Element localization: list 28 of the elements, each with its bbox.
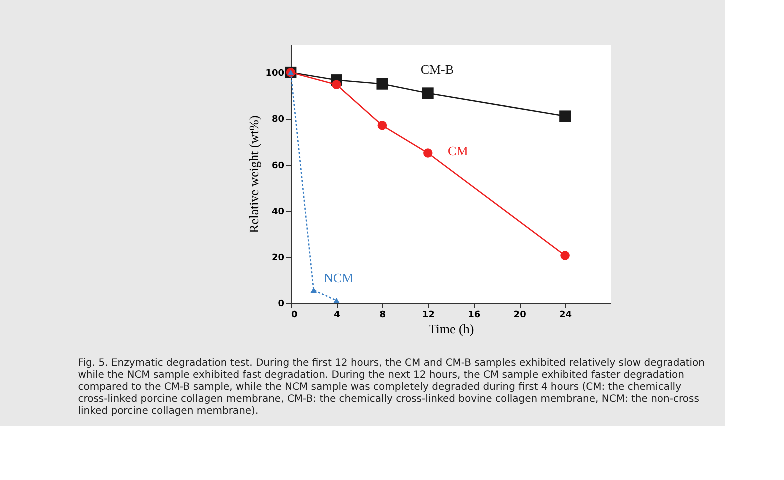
point — [334, 298, 340, 304]
y-tick-label: 100 — [266, 69, 284, 80]
point — [310, 288, 318, 294]
y-tick-label: 80 — [272, 115, 284, 126]
series-label: NCM — [324, 270, 354, 286]
point — [560, 110, 571, 122]
y-tick-label: 40 — [272, 207, 284, 218]
y-tick-label: 0 — [278, 300, 284, 310]
series-label: CM — [448, 143, 469, 158]
caption: Fig. 5. Enzymatic degradation test. During the first 12 hours, the CM and CM-B samples exhibited relatively slow degradation while the NCM sample exhibited fast degradation. During the next 12 hours, the CM sample exhibited faster degradation compared to the CM-B sample, while the NCM sample was completely degraded during first 4 hours (CM: the chemically cross-linked porcine collagen membrane, CM-B: the chemically cross-linked bovine collagen membrane, NCM: the non-cross linked porcine collagen membrane). — [78, 358, 705, 417]
point — [378, 121, 388, 130]
series-label: CM-B — [420, 62, 454, 78]
x-axis-title: Time (h) — [428, 322, 474, 336]
x-tick-label: 0 — [292, 310, 298, 320]
y-tick-label: 20 — [272, 253, 284, 264]
x-tick-label: 24 — [560, 310, 572, 320]
x-tick-label: 4 — [334, 310, 340, 320]
y-tick-label: 60 — [272, 161, 284, 172]
point — [422, 88, 434, 100]
point — [332, 80, 342, 90]
x-tick-label: 20 — [514, 310, 526, 320]
y-axis-title: Relative weight (wt%) — [246, 116, 262, 234]
x-tick-label: 12 — [422, 310, 435, 320]
x-tick-label: 8 — [380, 310, 386, 320]
point — [376, 78, 388, 90]
x-tick-label: 16 — [468, 310, 481, 320]
point — [560, 251, 570, 260]
point — [424, 148, 433, 158]
